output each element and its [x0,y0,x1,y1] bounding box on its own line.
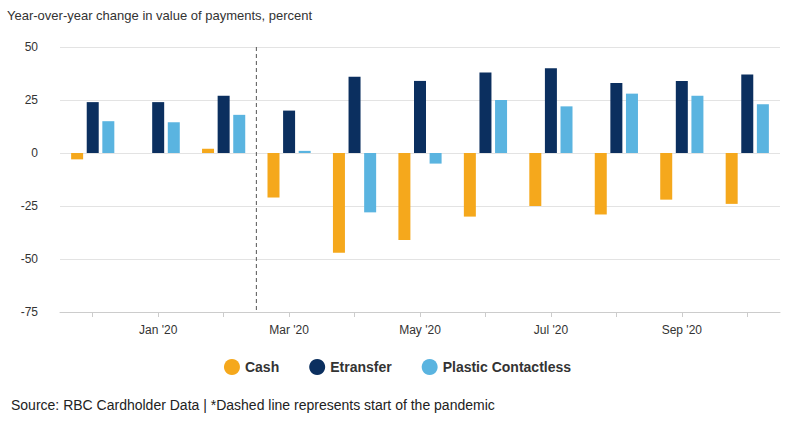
svg-text:Sep '20: Sep '20 [662,323,703,337]
svg-text:0: 0 [31,146,38,160]
svg-text:Etransfer: Etransfer [330,359,392,375]
svg-text:-50: -50 [21,252,39,266]
svg-text:-75: -75 [21,305,39,319]
svg-text:50: 50 [25,40,39,54]
svg-text:Mar '20: Mar '20 [269,323,309,337]
svg-text:Cash: Cash [245,359,279,375]
svg-text:25: 25 [25,93,39,107]
svg-text:May '20: May '20 [399,323,441,337]
svg-text:Plastic Contactless: Plastic Contactless [443,359,572,375]
svg-text:Jan '20: Jan '20 [139,323,178,337]
svg-text:Jul '20: Jul '20 [534,323,569,337]
svg-text:-25: -25 [21,199,39,213]
svg-text:Year-over-year change in value: Year-over-year change in value of paymen… [7,8,313,23]
svg-text:Source: RBC Cardholder Data |: Source: RBC Cardholder Data | *Dashed li… [11,397,495,413]
